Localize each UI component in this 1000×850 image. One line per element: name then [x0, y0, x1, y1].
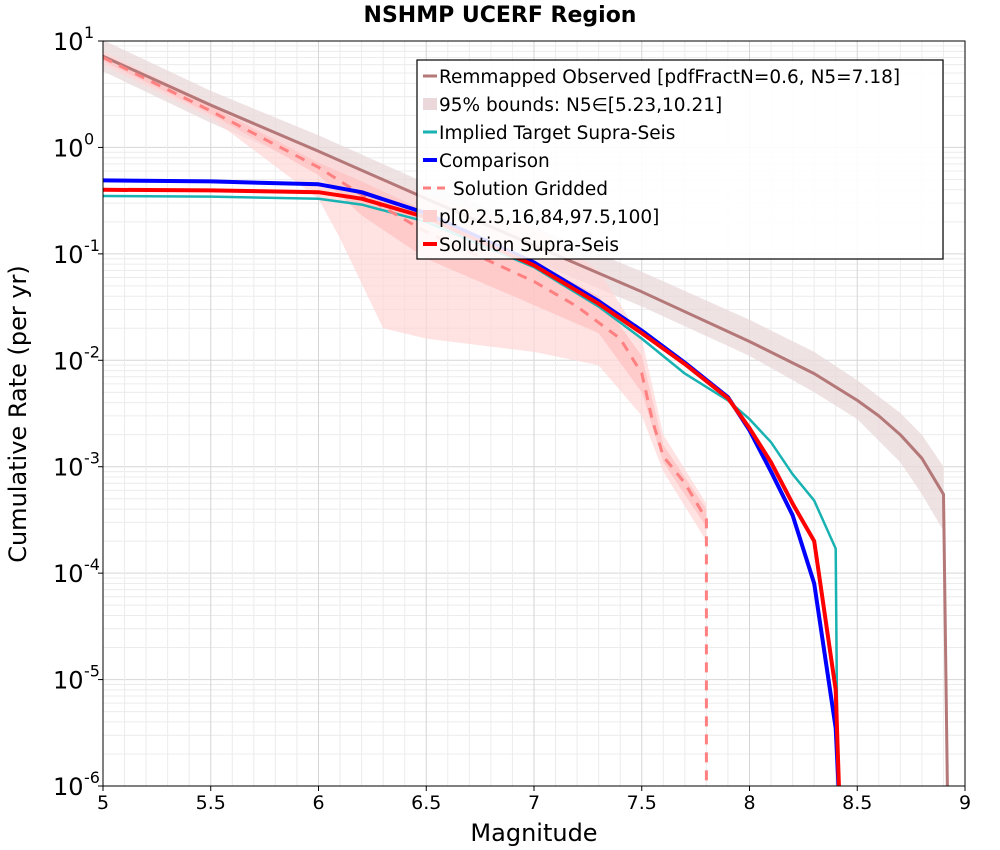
x-tick-label: 5.5: [196, 792, 226, 814]
series-lines: [103, 54, 949, 786]
x-tick-label: 7: [528, 792, 540, 814]
x-tick-label: 6: [312, 792, 324, 814]
series-line-4: [103, 187, 841, 786]
y-tick-label-base: 10: [53, 28, 84, 56]
y-tick-label-exponent: -4: [84, 555, 100, 574]
y-tick-label-exponent: -5: [84, 662, 100, 681]
y-tick-label-exponent: -6: [84, 768, 100, 787]
chart-title: NSHMP UCERF Region: [364, 3, 637, 28]
x-tick-label: 8: [743, 792, 755, 814]
x-tick-label: 8.5: [842, 792, 872, 814]
y-tick-label-exponent: 0: [84, 129, 94, 148]
x-tick-label: 9: [959, 792, 971, 814]
y-tick-label-base: 10: [53, 454, 84, 482]
legend-label: Solution Supra-Seis: [439, 235, 619, 256]
y-tick-label-base: 10: [53, 241, 84, 269]
x-axis-ticks: 5 5.5 6 6.5 7 7.5 8 8.5 9: [97, 786, 971, 814]
legend-label: Solution Gridded: [453, 179, 608, 200]
x-tick-label: 7.5: [627, 792, 657, 814]
y-tick-label-base: 10: [53, 773, 84, 801]
x-tick-label: 6.5: [411, 792, 441, 814]
legend-swatch: [423, 210, 437, 222]
legend-box: [416, 59, 944, 260]
y-tick-label-base: 10: [53, 667, 84, 695]
series-line-0: [103, 54, 949, 786]
band-1: [103, 51, 707, 542]
legend-label: p[0,2.5,16,84,97.5,100]: [439, 207, 659, 228]
y-tick-label-base: 10: [53, 560, 84, 588]
legend-label: 95% bounds: N5∈[5.23,10.21]: [439, 95, 722, 116]
y-tick-label-base: 10: [53, 347, 84, 375]
legend-label: Comparison: [439, 151, 550, 172]
y-tick-label-base: 10: [53, 134, 84, 162]
y-tick-label-exponent: -1: [84, 236, 100, 255]
x-axis-label: Magnitude: [470, 819, 597, 847]
legend-label: Remmapped Observed [pdfFractN=0.6, N5=7.…: [439, 67, 900, 88]
x-tick-label: 5: [97, 792, 109, 814]
series-line-1: [103, 194, 839, 786]
legend: Remmapped Observed [pdfFractN=0.6, N5=7.…: [416, 59, 944, 260]
y-tick-label-exponent: -3: [84, 449, 100, 468]
legend-swatch: [423, 98, 437, 110]
y-axis-label: Cumulative Rate (per yr): [4, 265, 32, 563]
band-2: [103, 54, 707, 528]
legend-label: Implied Target Supra-Seis: [439, 123, 675, 144]
series-line-2: [103, 56, 708, 786]
y-tick-label-exponent: 1: [84, 23, 94, 42]
y-tick-label-exponent: -2: [84, 342, 100, 361]
